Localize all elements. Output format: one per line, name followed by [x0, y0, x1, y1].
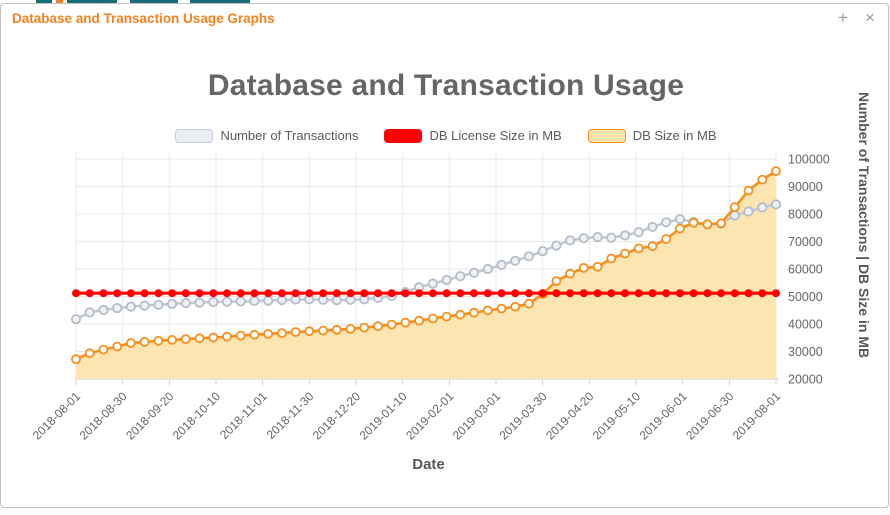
- y-axis-title: Number of Transactions | DB Size in MB: [856, 92, 872, 359]
- svg-text:2019-06-30: 2019-06-30: [683, 389, 737, 443]
- x-tick-labels: 2018-08-012018-08-302018-09-202018-10-10…: [30, 389, 784, 443]
- legend-swatch-icon: [175, 128, 214, 143]
- svg-text:2018-09-20: 2018-09-20: [123, 389, 177, 443]
- svg-text:2019-06-01: 2019-06-01: [636, 389, 690, 443]
- legend-label: DB License Size in MB: [429, 128, 562, 143]
- svg-text:2019-08-01: 2019-08-01: [730, 389, 784, 443]
- svg-text:70000: 70000: [788, 235, 823, 249]
- svg-text:50000: 50000: [788, 290, 823, 304]
- window-titlebar: Database and Transaction Usage Graphs + …: [1, 4, 888, 34]
- svg-text:80000: 80000: [788, 208, 823, 222]
- series-db-size: [71, 166, 781, 365]
- close-icon[interactable]: ×: [865, 8, 875, 27]
- svg-text:2019-03-30: 2019-03-30: [496, 389, 550, 443]
- svg-text:2019-01-10: 2019-01-10: [356, 389, 410, 443]
- svg-text:2019-04-20: 2019-04-20: [543, 389, 597, 443]
- x-axis-title: Date: [412, 456, 445, 473]
- svg-text:2018-10-10: 2018-10-10: [170, 389, 224, 443]
- graphs-window: Database and Transaction Usage Graphs + …: [0, 3, 889, 508]
- svg-text:2018-11-01: 2018-11-01: [217, 389, 270, 442]
- expand-icon[interactable]: +: [838, 8, 848, 27]
- svg-text:2018-08-01: 2018-08-01: [30, 389, 84, 443]
- background-window-peek: [0, 0, 890, 3]
- chart-plot-area[interactable]: 20000 30000 40000 50000 60000 70000 80000 90000…: [1, 149, 890, 494]
- svg-text:60000: 60000: [788, 263, 823, 277]
- chart-title: Database and Transaction Usage: [207, 69, 685, 102]
- svg-text:2018-12-20: 2018-12-20: [310, 389, 364, 443]
- svg-text:2019-02-01: 2019-02-01: [403, 389, 457, 443]
- svg-text:2019-03-01: 2019-03-01: [450, 389, 504, 443]
- legend-item-db-size-in-mb[interactable]: DB Size in MB: [587, 128, 717, 143]
- svg-text:20000: 20000: [788, 373, 823, 387]
- series-db-license-size: [72, 289, 780, 298]
- legend-label: DB Size in MB: [632, 128, 717, 143]
- chart-legend: Number of Transactions DB License Size in…: [1, 128, 890, 143]
- legend-item-db-license-size-in-mb[interactable]: DB License Size in MB: [384, 128, 562, 143]
- svg-text:100000: 100000: [788, 153, 830, 167]
- svg-text:90000: 90000: [788, 180, 823, 194]
- svg-text:2018-08-30: 2018-08-30: [76, 389, 130, 443]
- series-db-size-area: [76, 171, 776, 379]
- x-axis: [75, 378, 779, 385]
- legend-item-number-of-transactions[interactable]: Number of Transactions: [175, 128, 358, 143]
- y-tick-labels: 20000 30000 40000 50000 60000 70000 80000 90000…: [788, 153, 830, 387]
- legend-label: Number of Transactions: [220, 128, 359, 143]
- svg-text:30000: 30000: [788, 345, 823, 359]
- window-title: Database and Transaction Usage Graphs: [12, 11, 275, 26]
- legend-swatch-icon: [587, 128, 626, 143]
- svg-text:2019-05-10: 2019-05-10: [590, 389, 644, 443]
- svg-text:2018-11-30: 2018-11-30: [264, 389, 317, 442]
- legend-swatch-icon: [384, 128, 423, 143]
- svg-text:40000: 40000: [788, 318, 823, 332]
